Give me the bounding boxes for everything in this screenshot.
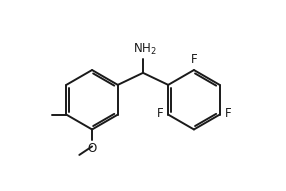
Text: F: F [225, 107, 231, 120]
Text: F: F [156, 107, 163, 120]
Text: NH$_2$: NH$_2$ [132, 42, 156, 57]
Text: F: F [191, 53, 197, 66]
Text: O: O [88, 142, 97, 155]
